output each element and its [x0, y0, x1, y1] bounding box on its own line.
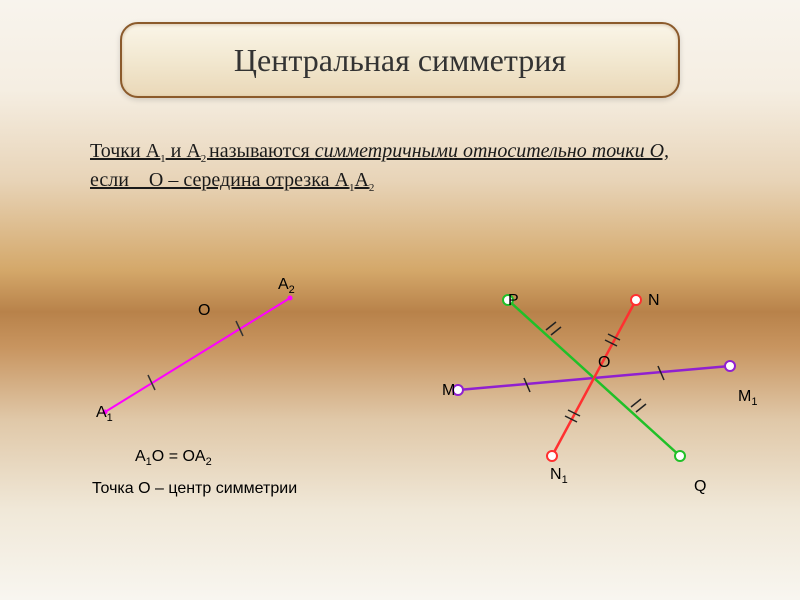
label-n1: N1	[550, 466, 568, 486]
label-a1: A1	[96, 404, 113, 424]
label-q: Q	[694, 478, 706, 496]
definition-text: Точки A1 и A2 называются симметричными о…	[90, 138, 670, 196]
title-box: Центральная симметрия	[120, 22, 680, 98]
equation-caption: A1O = OA2	[135, 448, 212, 468]
label-a2: A2	[278, 276, 295, 296]
label-m1: M1	[738, 388, 757, 408]
right-diagram	[453, 295, 735, 461]
label-p: P	[508, 292, 519, 310]
page-title: Центральная симметрия	[234, 42, 566, 79]
label-n: N	[648, 292, 660, 310]
label-o-right: O	[598, 354, 610, 372]
center-caption: Точка O – центр симметрии	[92, 480, 297, 498]
label-o-left: O	[198, 302, 210, 320]
label-m: M	[442, 382, 455, 400]
